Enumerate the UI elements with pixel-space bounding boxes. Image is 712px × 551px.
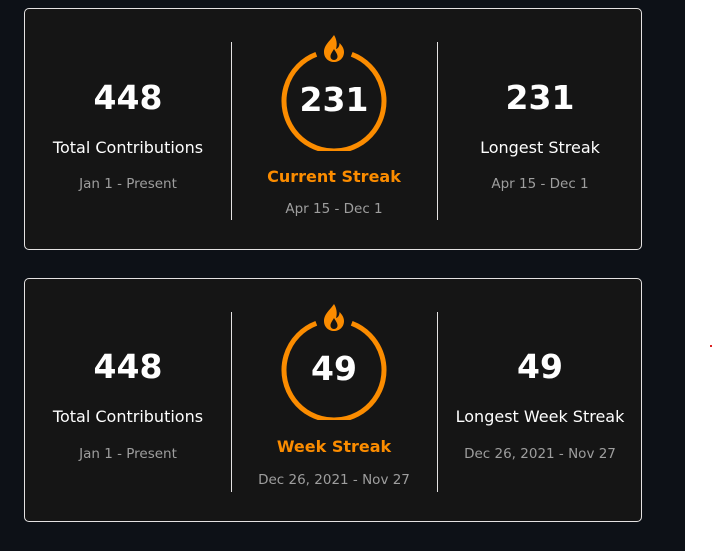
longest-streak-label: Longest Streak: [480, 138, 600, 157]
current-streak-stat: 231 Current Streak Apr 15 - Dec 1: [231, 9, 437, 249]
longest-streak-value: 231: [505, 78, 575, 117]
current-streak-label: Current Streak: [267, 167, 401, 186]
total-contributions-range: Jan 1 - Present: [79, 176, 177, 192]
week-streak-stat: 49 Week Streak Dec 26, 2021 - Nov 27: [231, 279, 437, 521]
current-streak-range: Apr 15 - Dec 1: [285, 201, 383, 217]
total-contributions-range: Jan 1 - Present: [79, 446, 177, 462]
longest-week-streak-value: 49: [517, 347, 563, 386]
longest-week-streak-stat: 49 Longest Week Streak Dec 26, 2021 - No…: [437, 279, 643, 521]
current-streak-value: 231: [299, 80, 369, 119]
total-contributions-label: Total Contributions: [52, 138, 204, 157]
edge-mark: [710, 345, 712, 347]
streak-stats-card: 448 Total Contributions Jan 1 - Present …: [24, 8, 642, 250]
total-contributions-label: Total Contributions: [52, 407, 204, 426]
fire-icon: [324, 304, 344, 331]
divider: [231, 312, 232, 492]
divider: [437, 42, 438, 220]
week-streak-stats-card: 448 Total Contributions Jan 1 - Present …: [24, 278, 642, 522]
streak-ring: 231: [280, 31, 388, 154]
longest-streak-stat: 231 Longest Streak Apr 15 - Dec 1: [437, 9, 643, 249]
fire-icon: [324, 35, 344, 62]
total-contributions-value: 448: [93, 78, 163, 117]
longest-week-streak-range: Dec 26, 2021 - Nov 27: [464, 446, 616, 462]
longest-week-streak-label: Longest Week Streak: [455, 407, 625, 426]
divider: [231, 42, 232, 220]
total-contributions-stat: 448 Total Contributions Jan 1 - Present: [25, 9, 231, 249]
week-streak-range: Dec 26, 2021 - Nov 27: [258, 472, 410, 488]
divider: [437, 312, 438, 492]
longest-streak-range: Apr 15 - Dec 1: [491, 176, 589, 192]
total-contributions-value: 448: [93, 347, 163, 386]
total-contributions-stat: 448 Total Contributions Jan 1 - Present: [25, 279, 231, 521]
week-streak-value: 49: [311, 349, 357, 388]
week-streak-label: Week Streak: [276, 437, 392, 456]
streak-ring: 49: [280, 300, 388, 423]
